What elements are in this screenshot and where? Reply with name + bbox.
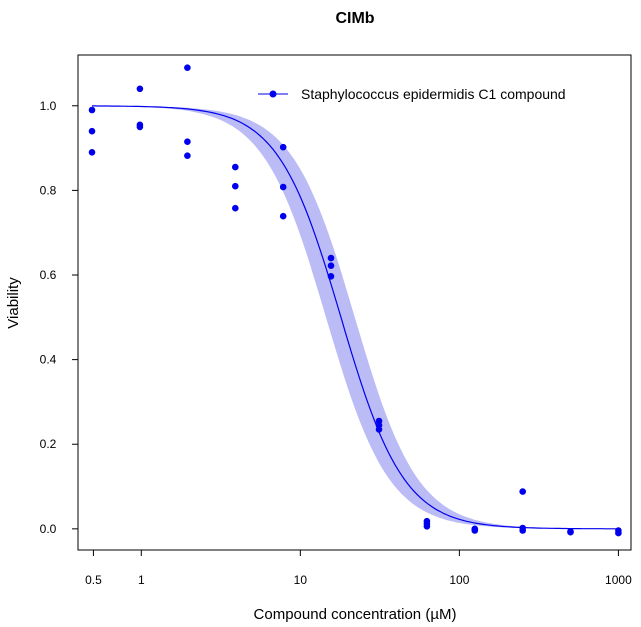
legend-marker-swatch bbox=[269, 90, 277, 98]
x-axis: 0.5 1 10 100 1000 bbox=[85, 550, 632, 587]
data-point bbox=[232, 163, 239, 171]
data-point bbox=[232, 204, 239, 212]
data-point bbox=[279, 183, 287, 191]
y-tick-label: 0.0 bbox=[40, 522, 57, 536]
fit-curve-layer bbox=[92, 105, 619, 530]
y-tick-label: 1.0 bbox=[40, 99, 57, 113]
x-tick-label: 100 bbox=[449, 573, 469, 587]
data-points-layer bbox=[88, 64, 622, 537]
data-point bbox=[232, 182, 239, 190]
x-tick-label: 10 bbox=[294, 573, 308, 587]
x-axis-label: Compound concentration (µM) bbox=[254, 606, 457, 623]
x-tick-label: 0.5 bbox=[85, 573, 102, 587]
y-tick-label: 0.6 bbox=[40, 268, 57, 282]
data-point bbox=[519, 527, 526, 534]
data-point bbox=[136, 85, 144, 93]
chart-title: CIMb bbox=[335, 10, 374, 27]
data-point bbox=[279, 143, 287, 151]
data-point bbox=[88, 106, 96, 114]
data-point bbox=[136, 123, 144, 131]
x-tick-label: 1 bbox=[138, 573, 145, 587]
data-point bbox=[88, 127, 96, 135]
confidence-band-layer bbox=[92, 105, 619, 529]
data-point bbox=[88, 149, 96, 156]
data-point bbox=[279, 212, 287, 220]
y-tick-label: 0.2 bbox=[40, 437, 57, 451]
data-point bbox=[184, 64, 191, 71]
y-axis-label: Viability bbox=[5, 277, 22, 329]
data-point bbox=[327, 262, 335, 270]
data-point bbox=[615, 529, 622, 537]
confidence-band bbox=[92, 105, 619, 529]
x-tick-label: 1000 bbox=[605, 573, 632, 587]
data-point bbox=[423, 523, 431, 530]
data-point bbox=[327, 254, 335, 262]
y-tick-label: 0.8 bbox=[40, 183, 57, 197]
y-tick-label: 0.4 bbox=[40, 353, 57, 367]
data-point bbox=[519, 488, 526, 495]
data-point bbox=[184, 152, 191, 159]
legend: Staphylococcus epidermidis C1 compound bbox=[258, 86, 566, 102]
data-point bbox=[471, 527, 479, 534]
data-point bbox=[327, 273, 335, 280]
data-point bbox=[375, 426, 383, 433]
legend-entry-label: Staphylococcus epidermidis C1 compound bbox=[301, 86, 566, 102]
data-point bbox=[184, 138, 191, 145]
fit-curve bbox=[92, 105, 619, 530]
plot-frame bbox=[77, 54, 632, 551]
data-point bbox=[567, 528, 574, 536]
y-axis: 0.0 0.2 0.4 0.6 0.8 1.0 bbox=[40, 99, 78, 536]
